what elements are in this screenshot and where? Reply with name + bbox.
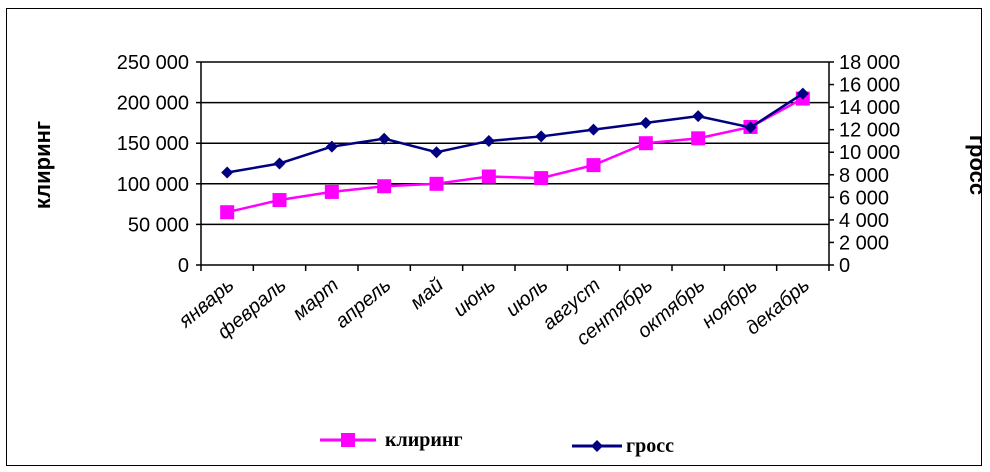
series-gross [221,87,809,179]
data-point [481,169,496,184]
right-axis-title: гросс [965,135,990,195]
right-tick-label: 16 000 [839,75,900,97]
legend-marker-klearing [341,433,355,447]
category-label: май [406,274,448,314]
right-tick-label: 2 000 [839,232,889,254]
data-point [535,130,548,143]
left-tick-label: 100 000 [117,174,189,196]
data-point [272,193,287,208]
category-label: июнь [449,274,500,322]
right-tick-label: 8 000 [839,165,889,187]
left-tick-label: 200 000 [117,93,189,115]
legend-marker-gross [591,440,603,452]
left-tick-label: 50 000 [128,214,189,236]
legend-label-gross: гросс [626,435,674,457]
data-point [692,110,705,123]
data-point [638,136,653,151]
right-tick-label: 18 000 [839,52,900,74]
right-tick-label: 6 000 [839,187,889,209]
right-tick-label: 14 000 [839,97,900,119]
right-tick-label: 12 000 [839,120,900,142]
left-axis-title: клиринг [30,121,55,209]
series-line [226,97,804,214]
series-layer [220,87,810,220]
data-point [796,87,809,100]
data-point [429,176,444,191]
grid-layer [201,61,829,226]
data-point [691,131,706,146]
right-tick-label: 0 [839,255,850,277]
data-point [273,157,286,170]
category-label: апрель [331,274,395,333]
legend-label-klearing: клиринг [385,429,463,451]
data-point [221,166,234,179]
data-point [325,140,338,153]
right-tick-label: 10 000 [839,142,900,164]
right-tick-label: 4 000 [839,210,889,232]
data-point [639,116,652,129]
data-point [430,146,443,159]
data-point [587,123,600,136]
left-tick-label: 0 [178,255,189,277]
data-point [220,205,235,220]
data-point [744,121,757,134]
data-point [324,184,339,199]
plot-area [201,62,829,265]
data-point [534,171,549,186]
legend: клиринг гросс [320,429,674,457]
axes-layer [196,61,834,271]
left-tick-label: 250 000 [117,52,189,74]
series-klearing [220,91,810,220]
data-point [377,179,392,194]
series-line [226,92,804,174]
left-tick-labels: 0 50 000 100 000 150 000 200 000 250 000 [117,52,189,277]
data-point [378,132,391,145]
data-point [586,158,601,173]
left-tick-label: 150 000 [117,133,189,155]
data-point [482,134,495,147]
